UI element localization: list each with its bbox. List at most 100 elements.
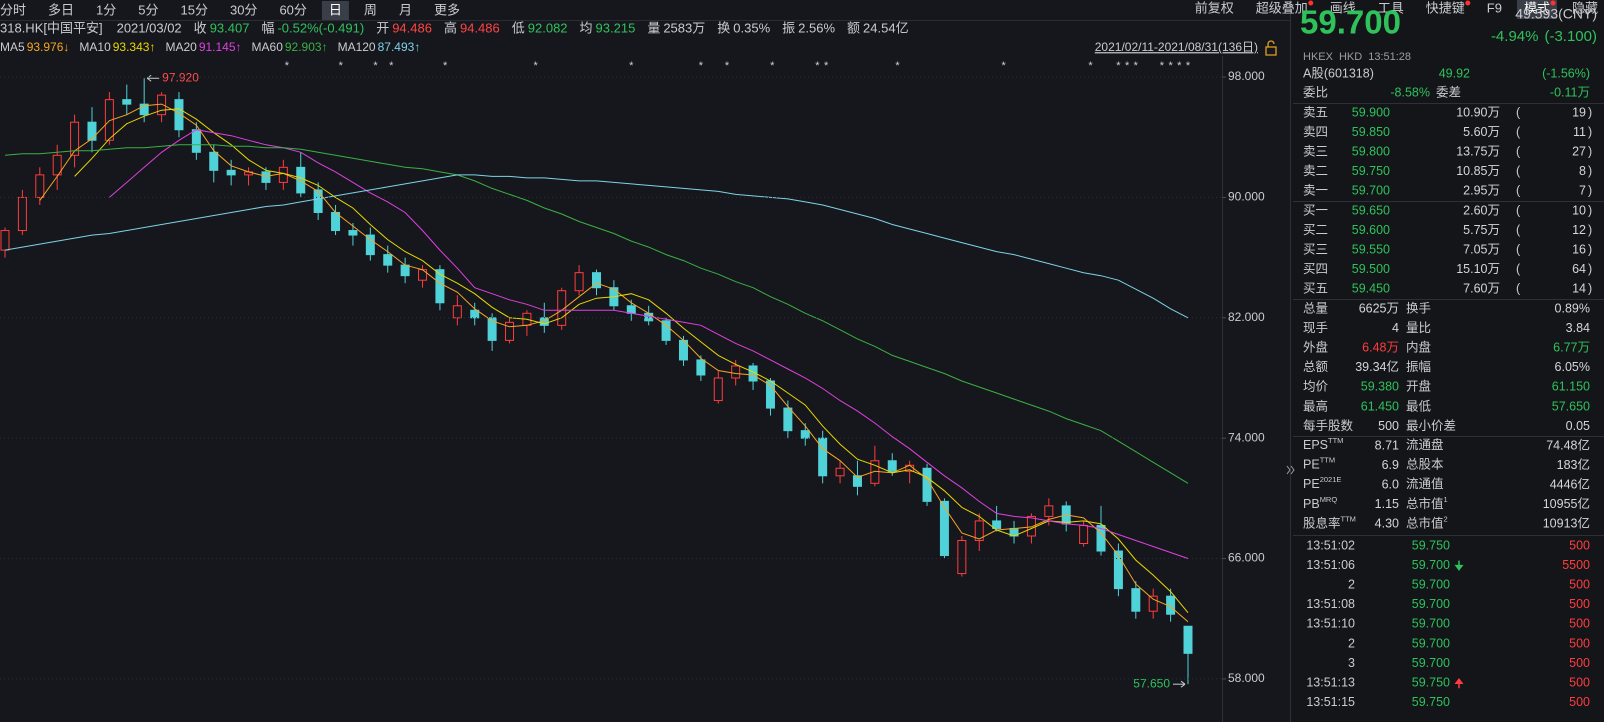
last-price: 59.700 (1300, 4, 1401, 41)
trade-volume: 500 (1569, 597, 1590, 611)
event-marker[interactable]: * (1186, 60, 1191, 72)
event-marker[interactable]: * (443, 60, 448, 72)
book-price: 59.700 (1352, 184, 1390, 198)
period-tab[interactable]: 5分 (138, 2, 158, 17)
stat-value: 39.34亿 (1355, 359, 1399, 374)
stat-label: 外盘 (1303, 339, 1328, 354)
book-volume: 7.60万 (1463, 282, 1500, 296)
book-price: 59.550 (1352, 242, 1390, 256)
label-sup: TTM (1341, 514, 1356, 523)
quote-meta: HKEX (1303, 51, 1334, 63)
event-marker[interactable]: * (824, 60, 829, 72)
event-marker[interactable]: * (1134, 60, 1139, 72)
trade-volume: 500 (1569, 675, 1590, 689)
candle-body (87, 121, 97, 141)
tool-button[interactable]: 工具 (1378, 0, 1404, 15)
y-tick-label: 66.000 (1228, 551, 1265, 565)
period-tab[interactable]: 15分 (181, 2, 208, 17)
event-marker[interactable]: * (1088, 60, 1093, 72)
field-label: 额 (847, 20, 860, 35)
event-marker[interactable]: * (629, 60, 634, 72)
tool-button[interactable]: 画线 (1330, 0, 1356, 15)
tool-button[interactable]: 超级叠加 (1256, 0, 1308, 15)
label-text: 总市值 (1406, 496, 1444, 511)
legend-value: 91.145↑ (199, 40, 242, 54)
trade-price: 59.700 (1412, 558, 1450, 572)
candle-body (209, 151, 219, 171)
event-marker[interactable]: * (339, 60, 344, 72)
event-marker[interactable]: * (285, 60, 290, 72)
book-orders: 8 (1579, 164, 1586, 178)
book-label: 买三 (1303, 242, 1328, 256)
trade-volume: 500 (1569, 636, 1590, 650)
legend-value: 92.903↑ (285, 40, 328, 54)
event-marker[interactable]: * (1168, 60, 1173, 72)
trade-volume: 500 (1569, 695, 1590, 709)
period-tab[interactable]: 月 (399, 2, 412, 17)
book-price: 59.500 (1352, 262, 1390, 276)
bracket: ( (1516, 144, 1521, 158)
event-marker[interactable]: * (1160, 60, 1165, 72)
field-label: 幅 (261, 20, 274, 35)
event-marker[interactable]: * (1001, 60, 1006, 72)
ma-line (4, 144, 1189, 484)
tool-button[interactable]: 隐藏 (1572, 0, 1598, 15)
period-tab[interactable]: 分时 (0, 2, 26, 17)
bracket: ( (1516, 223, 1521, 237)
stat-value: 0.05 (1566, 419, 1590, 433)
fundamental-value: 183亿 (1557, 457, 1590, 472)
event-marker[interactable]: * (373, 60, 378, 72)
bracket: ) (1588, 242, 1592, 256)
lock-icon[interactable] (1265, 40, 1277, 56)
candle-body (52, 154, 62, 176)
period-tab[interactable]: 30分 (230, 2, 257, 17)
date-range[interactable]: 2021/02/11-2021/08/31(136日) (1095, 40, 1258, 54)
field-label: 振 (782, 20, 795, 35)
candle-body (505, 321, 515, 341)
bracket: ) (1588, 262, 1592, 276)
legend-name: MA60 (252, 40, 284, 54)
trade-volume: 500 (1569, 538, 1590, 552)
field-label: 均 (580, 20, 593, 35)
event-marker[interactable]: * (699, 60, 704, 72)
book-price: 59.850 (1352, 125, 1390, 139)
candle-body (574, 272, 584, 292)
candle-body (383, 254, 393, 266)
candle-body (1079, 524, 1089, 545)
event-marker[interactable]: * (1116, 60, 1121, 72)
event-marker[interactable]: * (1125, 60, 1130, 72)
event-marker[interactable]: * (1177, 60, 1182, 72)
quote-panel (1291, 0, 1604, 722)
period-tab[interactable]: 日 (329, 2, 342, 17)
tool-button[interactable]: 前复权 (1195, 0, 1234, 15)
tool-button[interactable]: 模式 (1524, 0, 1550, 15)
event-marker[interactable]: * (389, 60, 394, 72)
expand-icon[interactable] (1286, 465, 1295, 475)
candle-body (17, 196, 27, 232)
field-value: 94.486 (460, 20, 500, 35)
event-marker[interactable]: * (725, 60, 730, 72)
tool-button[interactable]: F9 (1487, 0, 1502, 15)
legend-name: MA120 (338, 40, 376, 54)
period-tab[interactable]: 多日 (48, 2, 74, 17)
tool-button[interactable]: 快捷键 (1426, 0, 1465, 15)
fundamental-value: 8.71 (1375, 438, 1399, 452)
ma-line (109, 129, 1189, 559)
event-marker[interactable]: * (895, 60, 900, 72)
period-tab[interactable]: 1分 (96, 2, 116, 17)
bracket: ( (1516, 242, 1521, 256)
event-marker[interactable]: * (533, 60, 538, 72)
tool-button-active (1516, 0, 1557, 19)
book-label: 卖三 (1303, 144, 1328, 158)
trade-price: 59.750 (1412, 695, 1450, 709)
candle-body (35, 174, 45, 198)
bracket: ( (1516, 105, 1521, 119)
stat-value: 3.84 (1566, 321, 1590, 335)
event-marker[interactable]: * (770, 60, 775, 72)
period-tab[interactable]: 60分 (279, 2, 306, 17)
period-tab[interactable]: 周 (364, 2, 377, 17)
event-marker[interactable]: * (815, 60, 820, 72)
y-tick-label: 82.000 (1228, 310, 1265, 324)
candle-body (748, 365, 758, 382)
period-tab[interactable]: 更多 (434, 2, 460, 17)
